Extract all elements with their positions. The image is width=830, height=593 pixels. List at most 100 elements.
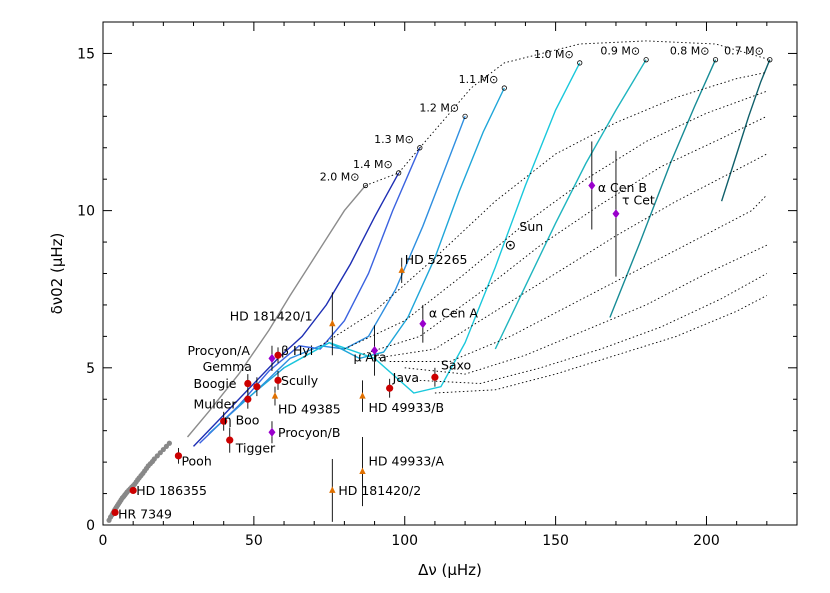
isochrone-7 (419, 273, 768, 384)
star-point (398, 266, 405, 273)
star-label: α Cen A (429, 306, 479, 321)
star-point (329, 319, 336, 327)
track-end-marker-7 (712, 57, 719, 63)
mass-tracks: 2.0 M⊙1.4 M⊙ 1.3 M⊙ 1.2 M⊙ 1.1 M⊙ 1.0 M⊙ 0.9 … (186, 45, 773, 447)
star-label: α Cen B (598, 180, 647, 195)
star-labels: HR 7349 HD 186355 Pooh Tigger η Boo Procyon/B… (118, 180, 655, 522)
y-tick-label: 5 (86, 361, 95, 377)
plot-frame (102, 21, 798, 526)
star-point (220, 417, 228, 425)
axes: 0 50 100 150 200 0 5 10 15 (77, 21, 798, 549)
x-tick-label: 100 (391, 533, 418, 549)
star-point (588, 180, 596, 190)
mass-track-0 (186, 185, 367, 438)
star-label: Mulder (194, 397, 238, 412)
mass-track-8 (720, 59, 771, 202)
star-label: μ Ara (353, 350, 386, 365)
star-point (268, 427, 276, 437)
mass-label-8: 0.7 M⊙ (724, 45, 764, 58)
star-point (329, 486, 336, 493)
star-label: Pooh (181, 453, 211, 468)
star-point (174, 452, 183, 460)
star-label: Procyon/B (278, 425, 340, 440)
x-tick-label: 150 (542, 533, 569, 549)
star-label: Sun (519, 219, 543, 234)
star-point (274, 376, 282, 384)
star-label: HD 181420/2 (338, 483, 421, 498)
stars (111, 141, 620, 522)
mass-label-4: 1.1 M⊙ (459, 73, 499, 86)
star-label: η Boo (224, 412, 260, 427)
track-end-marker-3 (462, 113, 468, 119)
star-label: HD 49933/B (369, 400, 445, 415)
y-tick-label: 0 (86, 518, 95, 534)
star-point (253, 383, 261, 391)
mass-label-6: 0.9 M⊙ (600, 45, 640, 58)
star-point (271, 392, 279, 399)
mass-track-2 (199, 147, 421, 444)
track-end-marker-2 (417, 145, 423, 151)
track-end-marker-6 (643, 57, 649, 63)
sun-symbol-dot (509, 244, 512, 247)
star-label: HD 181420/1 (230, 309, 313, 324)
track-end-marker-4 (501, 85, 507, 91)
star-label: HD 49933/A (369, 453, 445, 468)
mass-track-3 (208, 116, 466, 435)
star-label: β Hyi (281, 343, 313, 358)
isochrone-4 (374, 153, 768, 359)
x-tick-label: 0 (99, 533, 108, 549)
star-point (431, 373, 439, 381)
star-label: Procyon/A (187, 343, 250, 358)
isochrone-5 (389, 194, 768, 362)
mass-label-1: 1.4 M⊙ (353, 158, 393, 171)
isochrone-3 (359, 115, 767, 356)
mass-label-5: 1.0 M⊙ (534, 48, 574, 61)
mass-label-2: 1.3 M⊙ (374, 133, 414, 146)
y-tick-label: 15 (77, 46, 95, 62)
star-label: Scully (281, 373, 319, 388)
mass-track-6 (494, 59, 647, 350)
star-label: HD 52265 (405, 252, 468, 267)
star-point (111, 508, 119, 517)
mass-label-0: 2.0 M⊙ (320, 170, 360, 183)
star-point (268, 353, 276, 363)
x-axis-label: Δν (μHz) (418, 561, 482, 579)
giant-point (166, 440, 172, 446)
star-label: τ Cet (622, 192, 655, 207)
track-end-marker-0 (362, 182, 369, 189)
isochrone-1 (320, 71, 767, 347)
star-label: HD 49385 (278, 401, 341, 416)
x-tick-label: 200 (693, 533, 720, 549)
star-point (371, 346, 379, 356)
star-point (419, 319, 427, 329)
isochrone-6 (404, 244, 767, 375)
star-label: Gemma (203, 359, 252, 374)
star-label: Java (392, 370, 419, 385)
star-label: Tigger (235, 441, 276, 456)
star-label: HD 186355 (136, 483, 207, 498)
mass-track-5 (283, 62, 581, 394)
x-tick-label: 50 (245, 533, 263, 549)
mass-track-7 (609, 59, 717, 318)
isochrones (320, 40, 770, 394)
track-end-marker-5 (577, 60, 583, 66)
y-axis-label: δν02 (μHz) (48, 233, 66, 315)
track-end-marker-8 (767, 57, 773, 63)
mass-track-1 (192, 172, 400, 447)
star-label: HR 7349 (118, 507, 172, 522)
star-point (612, 209, 620, 219)
track-end-marker-1 (396, 170, 402, 176)
star-point (386, 384, 394, 392)
star-point (244, 395, 252, 403)
star-point (274, 351, 282, 359)
isochrone-8 (434, 295, 768, 394)
mass-label-3: 1.2 M⊙ (419, 101, 459, 114)
star-point (244, 379, 252, 388)
star-label: Saxo (441, 357, 471, 372)
star-point (359, 392, 366, 399)
star-label: Boogie (194, 376, 237, 391)
star-point (226, 436, 234, 444)
mass-label-7: 0.8 M⊙ (670, 45, 710, 58)
giant-points (106, 440, 172, 523)
